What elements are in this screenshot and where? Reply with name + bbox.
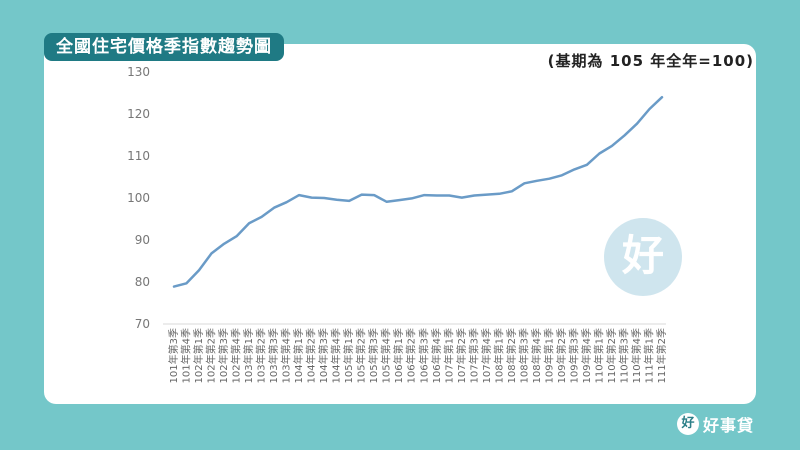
- x-tick-label: 103年第1季: [242, 328, 255, 383]
- x-tick-label: 108年第2季: [505, 328, 518, 383]
- x-tick-label: 109年第4季: [580, 328, 593, 383]
- chart-title: 全國住宅價格季指數趨勢圖: [44, 33, 284, 61]
- x-tick-label: 109年第1季: [542, 328, 555, 383]
- y-ticks: 70 80 90 100 110 120 130: [127, 65, 150, 331]
- x-ticks: 101年第3季 101年第4季 102年第1季 102年第2季 102年第3季 102年第…: [167, 328, 668, 383]
- x-tick-label: 110年第2季: [605, 328, 618, 383]
- x-tick-label: 103年第2季: [255, 328, 268, 383]
- x-tick-label: 105年第3季: [367, 328, 380, 383]
- x-tick-label: 111年第1季: [642, 328, 655, 383]
- x-tick-label: 102年第2季: [205, 328, 218, 383]
- x-tick-label: 107年第2季: [455, 328, 468, 383]
- y-tick-label: 80: [135, 275, 150, 289]
- y-tick-label: 130: [127, 65, 150, 79]
- x-tick-label: 105年第4季: [380, 328, 393, 383]
- y-tick-label: 110: [127, 149, 150, 163]
- x-tick-label: 102年第4季: [230, 328, 243, 383]
- x-tick-label: 103年第4季: [280, 328, 293, 383]
- x-tick-label: 107年第4季: [480, 328, 493, 383]
- x-tick-label: 108年第3季: [517, 328, 530, 383]
- x-tick-label: 101年第4季: [180, 328, 193, 383]
- watermark-logo-icon: 好: [604, 218, 682, 296]
- brand-name: 好事貸: [702, 416, 754, 435]
- x-tick-label: 108年第1季: [492, 328, 505, 383]
- x-tick-label: 105年第1季: [342, 328, 355, 383]
- x-tick-label: 106年第2季: [405, 328, 418, 383]
- x-tick-label: 102年第3季: [217, 328, 230, 383]
- y-tick-label: 70: [135, 317, 150, 331]
- x-tick-label: 105年第2季: [355, 328, 368, 383]
- x-tick-label: 109年第2季: [555, 328, 568, 383]
- x-tick-label: 104年第1季: [292, 328, 305, 383]
- base-period-note: (基期為 105 年全年=100): [547, 52, 754, 70]
- x-tick-label: 103年第3季: [267, 328, 280, 383]
- y-tick-label: 100: [127, 191, 150, 205]
- x-tick-label: 104年第2季: [305, 328, 318, 383]
- y-tick-label: 120: [127, 107, 150, 121]
- x-tick-label: 110年第1季: [592, 328, 605, 383]
- x-tick-label: 106年第3季: [417, 328, 430, 383]
- brand-footer: 好 好事貸: [676, 412, 754, 436]
- x-tick-label: 108年第4季: [530, 328, 543, 383]
- y-tick-label: 90: [135, 233, 150, 247]
- x-tick-label: 109年第3季: [567, 328, 580, 383]
- x-tick-label: 106年第4季: [430, 328, 443, 383]
- x-tick-label: 110年第3季: [617, 328, 630, 383]
- x-tick-label: 107年第3季: [467, 328, 480, 383]
- brand-logo-icon: 好: [676, 413, 699, 435]
- x-tick-label: 106年第1季: [392, 328, 405, 383]
- x-tick-label: 111年第2季: [655, 328, 668, 383]
- x-tick-label: 101年第3季: [167, 328, 180, 383]
- x-tick-label: 107年第1季: [442, 328, 455, 383]
- x-tick-label: 104年第4季: [330, 328, 343, 383]
- x-tick-label: 104年第3季: [317, 328, 330, 383]
- x-tick-label: 102年第1季: [192, 328, 205, 383]
- series-line: [172, 95, 664, 288]
- x-tick-label: 110年第4季: [630, 328, 643, 383]
